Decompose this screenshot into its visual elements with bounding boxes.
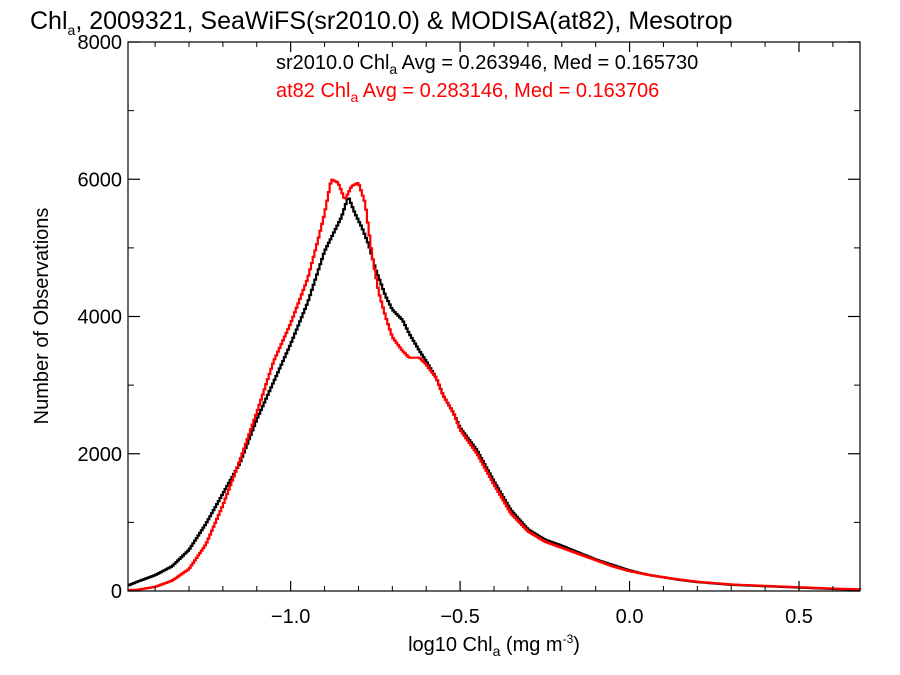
y-tick-label: 0: [111, 581, 122, 603]
chart-title: Chla, 2009321, SeaWiFS(sr2010.0) & MODIS…: [30, 7, 733, 38]
y-tick-label: 4000: [78, 307, 123, 329]
y-tick-label: 2000: [78, 444, 123, 466]
series-at82-line: [128, 178, 862, 592]
annotation-sr2010: sr2010.0 Chla Avg = 0.263946, Med = 0.16…: [276, 52, 698, 77]
x-tick-label: −0.5: [440, 606, 479, 628]
y-axis: 0 2000 4000 6000 8000: [78, 32, 860, 603]
y-axis-title: Number of Observations: [31, 208, 53, 425]
series-sr2010-0-line: [128, 197, 862, 591]
y-tick-label: 8000: [78, 32, 123, 54]
series-layer: [128, 178, 862, 592]
annotation-at82: at82 Chla Avg = 0.283146, Med = 0.163706: [276, 80, 659, 105]
x-tick-label: 0.0: [616, 606, 644, 628]
x-axis: −1.0 −0.5 0.0 0.5: [154, 42, 834, 628]
x-tick-label: 0.5: [785, 606, 813, 628]
x-axis-title: log10 Chla (mg m-3): [408, 632, 580, 659]
y-tick-label: 6000: [78, 169, 123, 191]
x-tick-label: −1.0: [271, 606, 310, 628]
plot-frame: [127, 41, 861, 592]
